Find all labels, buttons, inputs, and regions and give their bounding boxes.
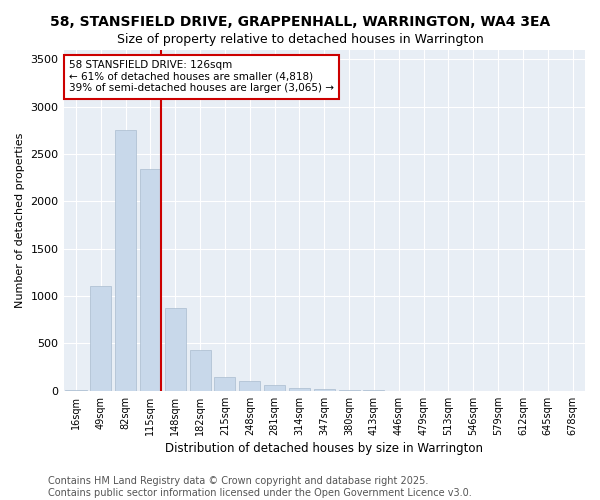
Bar bbox=[90, 286, 112, 391]
Bar bbox=[165, 308, 186, 391]
Bar bbox=[115, 130, 136, 391]
Bar bbox=[214, 376, 235, 391]
Bar bbox=[190, 350, 211, 391]
Bar bbox=[338, 390, 359, 391]
Bar bbox=[289, 388, 310, 391]
Bar bbox=[239, 382, 260, 391]
Bar bbox=[264, 385, 285, 391]
Bar bbox=[140, 170, 161, 391]
Text: 58, STANSFIELD DRIVE, GRAPPENHALL, WARRINGTON, WA4 3EA: 58, STANSFIELD DRIVE, GRAPPENHALL, WARRI… bbox=[50, 15, 550, 29]
Bar bbox=[314, 390, 335, 391]
Y-axis label: Number of detached properties: Number of detached properties bbox=[15, 132, 25, 308]
X-axis label: Distribution of detached houses by size in Warrington: Distribution of detached houses by size … bbox=[165, 442, 483, 455]
Text: Contains HM Land Registry data © Crown copyright and database right 2025.
Contai: Contains HM Land Registry data © Crown c… bbox=[48, 476, 472, 498]
Text: 58 STANSFIELD DRIVE: 126sqm
← 61% of detached houses are smaller (4,818)
39% of : 58 STANSFIELD DRIVE: 126sqm ← 61% of det… bbox=[69, 60, 334, 94]
Text: Size of property relative to detached houses in Warrington: Size of property relative to detached ho… bbox=[116, 32, 484, 46]
